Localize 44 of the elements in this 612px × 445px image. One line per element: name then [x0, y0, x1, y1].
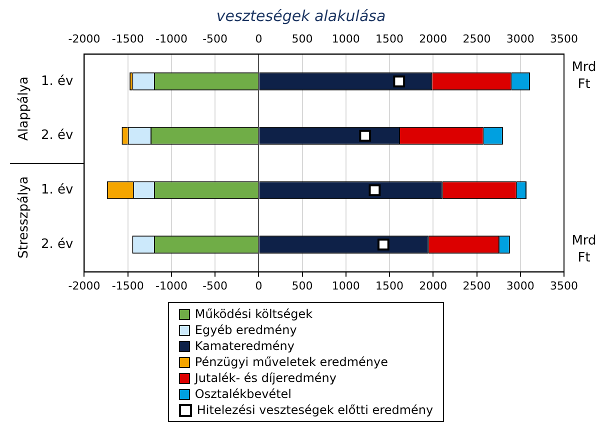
x2-tick-label: 0 — [255, 32, 262, 46]
x2-tick-label: 2000 — [419, 32, 448, 46]
x-tick-label: -1000 — [155, 279, 188, 292]
legend-label: Pénzügyi műveletek eredménye — [194, 354, 388, 370]
legend-label: Hitelezési veszteségek előtti eredmény — [196, 402, 434, 418]
x2-tick-label: -1500 — [112, 32, 144, 46]
text: Alappálya — [16, 76, 32, 141]
chart-title: veszteségek alakulása — [216, 6, 386, 25]
x-tick-label: 3500 — [550, 279, 578, 292]
legend-label: Egyéb eredmény — [194, 322, 297, 338]
x-tick-label: -500 — [202, 279, 228, 292]
x-axis-title: Mrd Ft — [572, 234, 596, 266]
x-tick-label: 1000 — [332, 279, 360, 292]
y-tick-label: 1. év — [40, 74, 74, 89]
x2-axis-title: Mrd Ft — [572, 60, 596, 92]
x-tick-label: 500 — [292, 279, 313, 292]
point — [377, 238, 390, 251]
legend-label: Kamateredmény — [194, 338, 294, 354]
x2-tick-label: 3500 — [550, 32, 578, 46]
x-tick-label: 3000 — [506, 279, 534, 292]
y-tick-label: 1. év — [40, 182, 74, 198]
legend-label: Jutalék- és díjeredmény — [194, 370, 336, 386]
x2-tick-label: 1000 — [332, 32, 360, 46]
x2-tick-label: 2500 — [462, 32, 491, 46]
x-tick-label: 0 — [255, 279, 262, 292]
x2-tick-label: -1000 — [155, 32, 188, 46]
x-tick-label: 1500 — [376, 279, 404, 292]
point — [368, 184, 381, 196]
x-tick-label: 2500 — [462, 279, 491, 292]
x2-tick-label: -500 — [202, 32, 228, 46]
x2-tick-label: 3000 — [506, 32, 534, 46]
x2-tick-label: -2000 — [68, 32, 100, 46]
x-tick-label: 2000 — [419, 279, 448, 292]
x-tick-label: -2000 — [68, 279, 100, 292]
legend-label: Osztalékbevétel — [194, 386, 292, 402]
text: Stresszpálya — [16, 176, 32, 259]
legend-label: Működési költségek — [194, 306, 313, 322]
y-tick-label: 2. év — [40, 236, 74, 252]
point — [359, 130, 372, 142]
x2-tick-label: 500 — [292, 32, 313, 46]
point — [393, 75, 406, 88]
x2-tick-label: 1500 — [376, 32, 404, 46]
y-tick-label: 2. év — [40, 128, 74, 144]
x-tick-label: -1500 — [112, 279, 144, 292]
